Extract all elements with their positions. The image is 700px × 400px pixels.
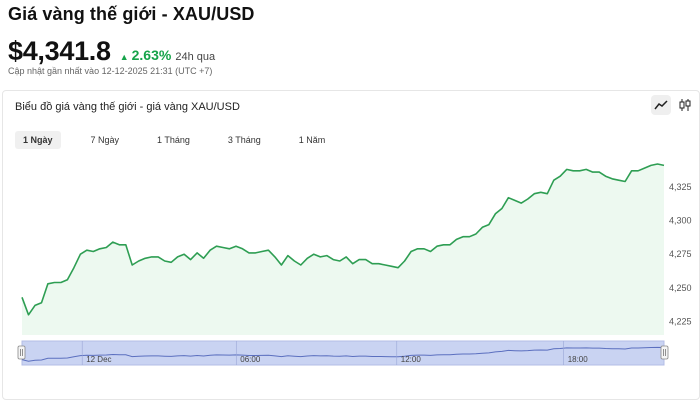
tab-3-months[interactable]: 3 Tháng: [227, 135, 261, 145]
tab-1-year[interactable]: 1 Năm: [298, 135, 326, 145]
line-chart-icon: [654, 100, 668, 110]
y-tick-label: 4,275: [669, 249, 692, 259]
chart-title: Biểu đồ giá vàng thế giới - giá vàng XAU…: [15, 101, 240, 113]
y-tick-label: 4,225: [669, 317, 692, 327]
chart-view-toggle: [647, 95, 695, 115]
navigator-right-handle[interactable]: [660, 345, 669, 360]
last-updated: Cập nhật gần nhất vào 12-12-2025 21:31 (…: [8, 66, 213, 76]
change-percent: 2.63%: [131, 47, 172, 63]
navigator-left-handle[interactable]: [17, 345, 26, 360]
y-tick-label: 4,300: [669, 216, 692, 226]
navigator-time-label: 12 Dec: [86, 355, 111, 364]
tab-7-days[interactable]: 7 Ngày: [90, 135, 120, 145]
y-tick-label: 4,250: [669, 283, 692, 293]
navigator-time-label: 18:00: [568, 355, 589, 364]
y-tick-label: 4,325: [669, 182, 692, 192]
line-view-button[interactable]: [651, 95, 671, 115]
change-period: 24h qua: [175, 51, 216, 63]
candlestick-icon: [679, 99, 691, 111]
range-tabs: 1 Ngày 7 Ngày 1 Tháng 3 Tháng 1 Năm: [15, 131, 355, 149]
navigator-window: [21, 340, 665, 366]
tab-1-day[interactable]: 1 Ngày: [15, 131, 61, 149]
price-line: [21, 163, 665, 316]
tab-1-month[interactable]: 1 Tháng: [157, 135, 190, 145]
current-price: $4,341.8: [8, 36, 111, 66]
triangle-up-icon: ▲: [119, 52, 129, 62]
page-title: Giá vàng thế giới - XAU/USD: [8, 4, 255, 24]
price-row: $4,341.8 ▲ 2.63% 24h qua: [8, 36, 215, 67]
price-change: ▲ 2.63%: [120, 47, 172, 63]
navigator-time-label: 06:00: [240, 355, 261, 364]
navigator-line: [21, 346, 665, 362]
navigator-time-label: 12:00: [401, 355, 422, 364]
candlestick-view-button[interactable]: [675, 95, 695, 115]
